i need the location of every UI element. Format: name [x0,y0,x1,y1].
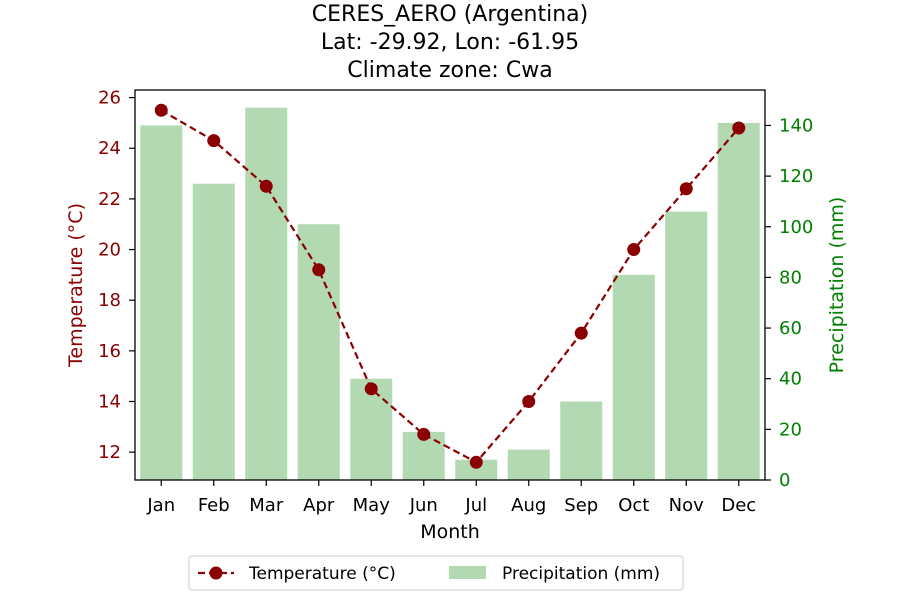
left-tick-label: 26 [98,88,121,109]
temperature-point [574,326,588,340]
x-tick-label: Jun [409,495,438,516]
temperature-point [732,121,746,135]
right-axis-ticks: 0 20 40 60 80 100 120 140 [765,115,813,491]
precipitation-bar [140,125,183,481]
temperature-point [522,394,536,408]
temperature-point [417,427,431,441]
precipitation-bar [612,274,655,480]
temperature-point [627,243,641,257]
x-tick-label: Jul [464,495,487,516]
left-tick-label: 14 [98,391,121,412]
title-line: Climate zone: Cwa [347,58,552,83]
left-tick-label: 18 [98,290,121,311]
right-tick-label: 20 [779,419,802,440]
precipitation-bar [665,211,708,480]
precipitation-bar [350,378,393,480]
x-tick-label: Oct [618,495,649,516]
x-tick-label: Mar [249,495,284,516]
legend-frame [188,555,684,591]
right-tick-label: 40 [779,369,802,390]
left-tick-label: 20 [98,240,121,261]
x-tick-label: Nov [669,495,704,516]
legend-precipitation-label: Precipitation (mm) [502,564,660,584]
right-tick-label: 140 [779,115,813,136]
legend-temperature-label: Temperature (°C) [248,564,396,584]
x-tick-label: Feb [198,495,230,516]
chart-title: CERES_AERO (Argentina) Lat: -29.92, Lon: … [312,2,588,83]
temperature-point [207,134,221,148]
x-tick-label: May [353,495,391,516]
precipitation-bar [507,449,550,480]
x-tick-label: Apr [303,495,335,516]
temperature-point [154,103,168,117]
precipitation-bar [192,183,235,480]
precipitation-bar [455,459,498,480]
left-tick-label: 12 [98,442,121,463]
legend-precipitation-swatch [449,566,486,579]
right-tick-label: 60 [779,318,802,339]
x-tick-label: Aug [511,495,546,516]
x-axis-ticks: Jan Feb Mar Apr May Jun Jul Aug Sep Oct Nov Dec [146,480,756,516]
right-tick-label: 100 [779,217,813,238]
left-axis-ticks: 12 14 16 18 20 22 24 26 [98,88,135,463]
temperature-point [469,455,483,469]
right-tick-label: 120 [779,166,813,187]
precipitation-bar [297,224,340,480]
precipitation-bar [245,107,288,481]
plot-frame [134,89,766,481]
x-axis-label: Month [420,521,480,543]
x-tick-label: Dec [721,495,756,516]
left-tick-label: 16 [98,341,121,362]
precipitation-bar [560,401,603,480]
precipitation-bar [717,122,760,480]
right-axis-label: Precipitation (mm) [826,197,848,374]
left-axis-label: Temperature (°C) [65,203,87,368]
right-tick-label: 0 [779,470,790,491]
temperature-point [679,182,693,196]
title-line: Lat: -29.92, Lon: -61.95 [321,30,579,55]
legend-temperature-marker [209,566,223,580]
x-tick-label: Jan [146,495,175,516]
left-tick-label: 24 [98,138,121,159]
title-line: CERES_AERO (Argentina) [312,2,588,27]
x-tick-label: Sep [564,495,598,516]
legend: Temperature (°C) Precipitation (mm) [188,555,684,591]
temperature-line [154,103,746,469]
temperature-point [364,382,378,396]
precipitation-bars [140,107,760,481]
left-tick-label: 22 [98,189,121,210]
right-tick-label: 80 [779,267,802,288]
temperature-point [259,179,273,193]
temperature-point [312,263,326,277]
